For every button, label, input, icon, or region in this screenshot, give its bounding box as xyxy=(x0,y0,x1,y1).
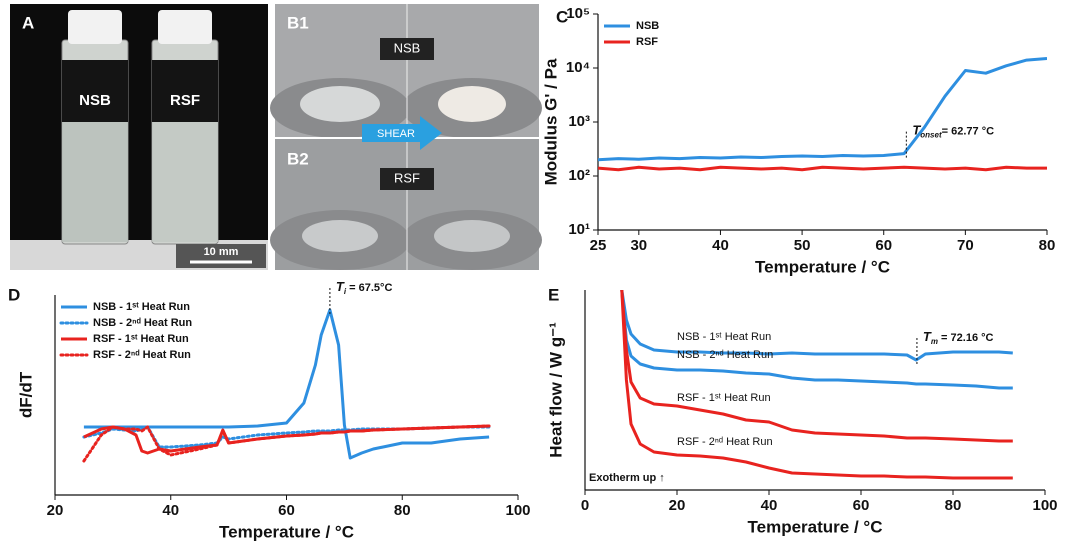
x-axis-label: Temperature / °C xyxy=(748,517,883,536)
x-tick-label: 50 xyxy=(794,237,811,254)
series-line xyxy=(620,290,1013,480)
shear-label: SHEAR xyxy=(377,128,415,140)
annotation-symbol: T xyxy=(923,329,932,344)
series-label: RSF - 2ⁿᵈ Heat Run xyxy=(677,436,773,448)
series-label: NSB - 1ˢᵗ Heat Run xyxy=(677,331,771,343)
series-line xyxy=(620,290,1013,443)
y-tick-label: 10⁵ xyxy=(566,5,590,22)
legend-label: NSB - 1ˢᵗ Heat Run xyxy=(93,301,190,313)
panel-label: D xyxy=(8,285,20,304)
y-axis-label: Modulus G' / Pa xyxy=(541,58,560,185)
x-tick-label: 0 xyxy=(581,497,589,514)
series-line xyxy=(620,290,1013,362)
x-tick-label: 30 xyxy=(630,237,647,254)
series-label: RSF - 1ˢᵗ Heat Run xyxy=(677,392,771,404)
series-line xyxy=(598,165,1047,172)
sample-label: NSB xyxy=(79,92,111,109)
annotation-subscript: i xyxy=(344,287,347,296)
panel-label: C xyxy=(556,7,568,26)
x-tick-label: 80 xyxy=(394,502,411,519)
series-label: NSB - 2ⁿᵈ Heat Run xyxy=(677,349,773,361)
series-line xyxy=(620,290,1013,390)
sample-label: RSF xyxy=(394,170,420,185)
x-tick-label: 20 xyxy=(47,502,64,519)
x-tick-label: 20 xyxy=(669,497,686,514)
x-tick-label: 100 xyxy=(1032,497,1057,514)
legend-label: NSB - 2ⁿᵈ Heat Run xyxy=(93,317,192,329)
panel-label: B2 xyxy=(287,149,309,168)
x-tick-label: 80 xyxy=(945,497,962,514)
sample-label: NSB xyxy=(394,40,421,55)
annotation-symbol: T xyxy=(336,279,345,294)
legend-label: NSB xyxy=(636,20,659,32)
x-tick-label: 100 xyxy=(505,502,530,519)
x-tick-label: 80 xyxy=(1039,237,1056,254)
x-tick-label: 60 xyxy=(853,497,870,514)
annotation-symbol: T xyxy=(912,123,921,138)
x-tick-label: 70 xyxy=(957,237,974,254)
panel-label: A xyxy=(22,13,34,32)
annotation-text: = 67.5°C xyxy=(346,282,392,294)
y-axis-label: Heat flow / W g⁻¹ xyxy=(546,322,565,458)
annotation: Tonset= 62.77 °C xyxy=(912,123,994,140)
legend-label: RSF xyxy=(636,36,658,48)
photo-b: B1 NSB SHEAR B2 RSF xyxy=(270,4,542,270)
legend-label: RSF - 1ˢᵗ Heat Run xyxy=(93,333,189,345)
series-line xyxy=(598,57,1047,162)
x-tick-label: 40 xyxy=(761,497,778,514)
x-tick-label: 40 xyxy=(162,502,179,519)
annotation-subscript: onset xyxy=(920,131,942,140)
x-tick-label: 60 xyxy=(278,502,295,519)
panel-label: B1 xyxy=(287,13,309,32)
annotation-text: = 72.16 °C xyxy=(938,332,994,344)
y-axis-label: dF/dT xyxy=(16,371,35,418)
y-tick-label: 10² xyxy=(568,167,590,184)
scale-bar-label: 10 mm xyxy=(204,246,239,258)
y-tick-label: 10⁴ xyxy=(566,59,590,76)
legend-label: RSF - 2ⁿᵈ Heat Run xyxy=(93,349,191,361)
x-tick-label: 60 xyxy=(875,237,892,254)
x-tick-label: 25 xyxy=(590,237,607,254)
annotation-text: = 62.77 °C xyxy=(942,125,994,137)
annotation-subscript: m xyxy=(931,337,938,346)
series-line xyxy=(83,308,490,460)
annotation: Tm = 72.16 °C xyxy=(923,329,994,346)
sample-label: RSF xyxy=(170,92,200,109)
photo-a: A NSB RSF 10 mm xyxy=(10,4,268,270)
x-axis-label: Temperature / °C xyxy=(755,257,890,276)
series-line xyxy=(82,424,491,463)
x-tick-label: 40 xyxy=(712,237,729,254)
y-tick-label: 10³ xyxy=(568,113,590,130)
panel-label: E xyxy=(548,285,559,304)
x-axis-label: Temperature / °C xyxy=(219,522,354,541)
annotation: Ti = 67.5°C xyxy=(336,279,393,296)
y-tick-label: 10¹ xyxy=(568,221,590,238)
note: Exotherm up ↑ xyxy=(589,472,665,484)
